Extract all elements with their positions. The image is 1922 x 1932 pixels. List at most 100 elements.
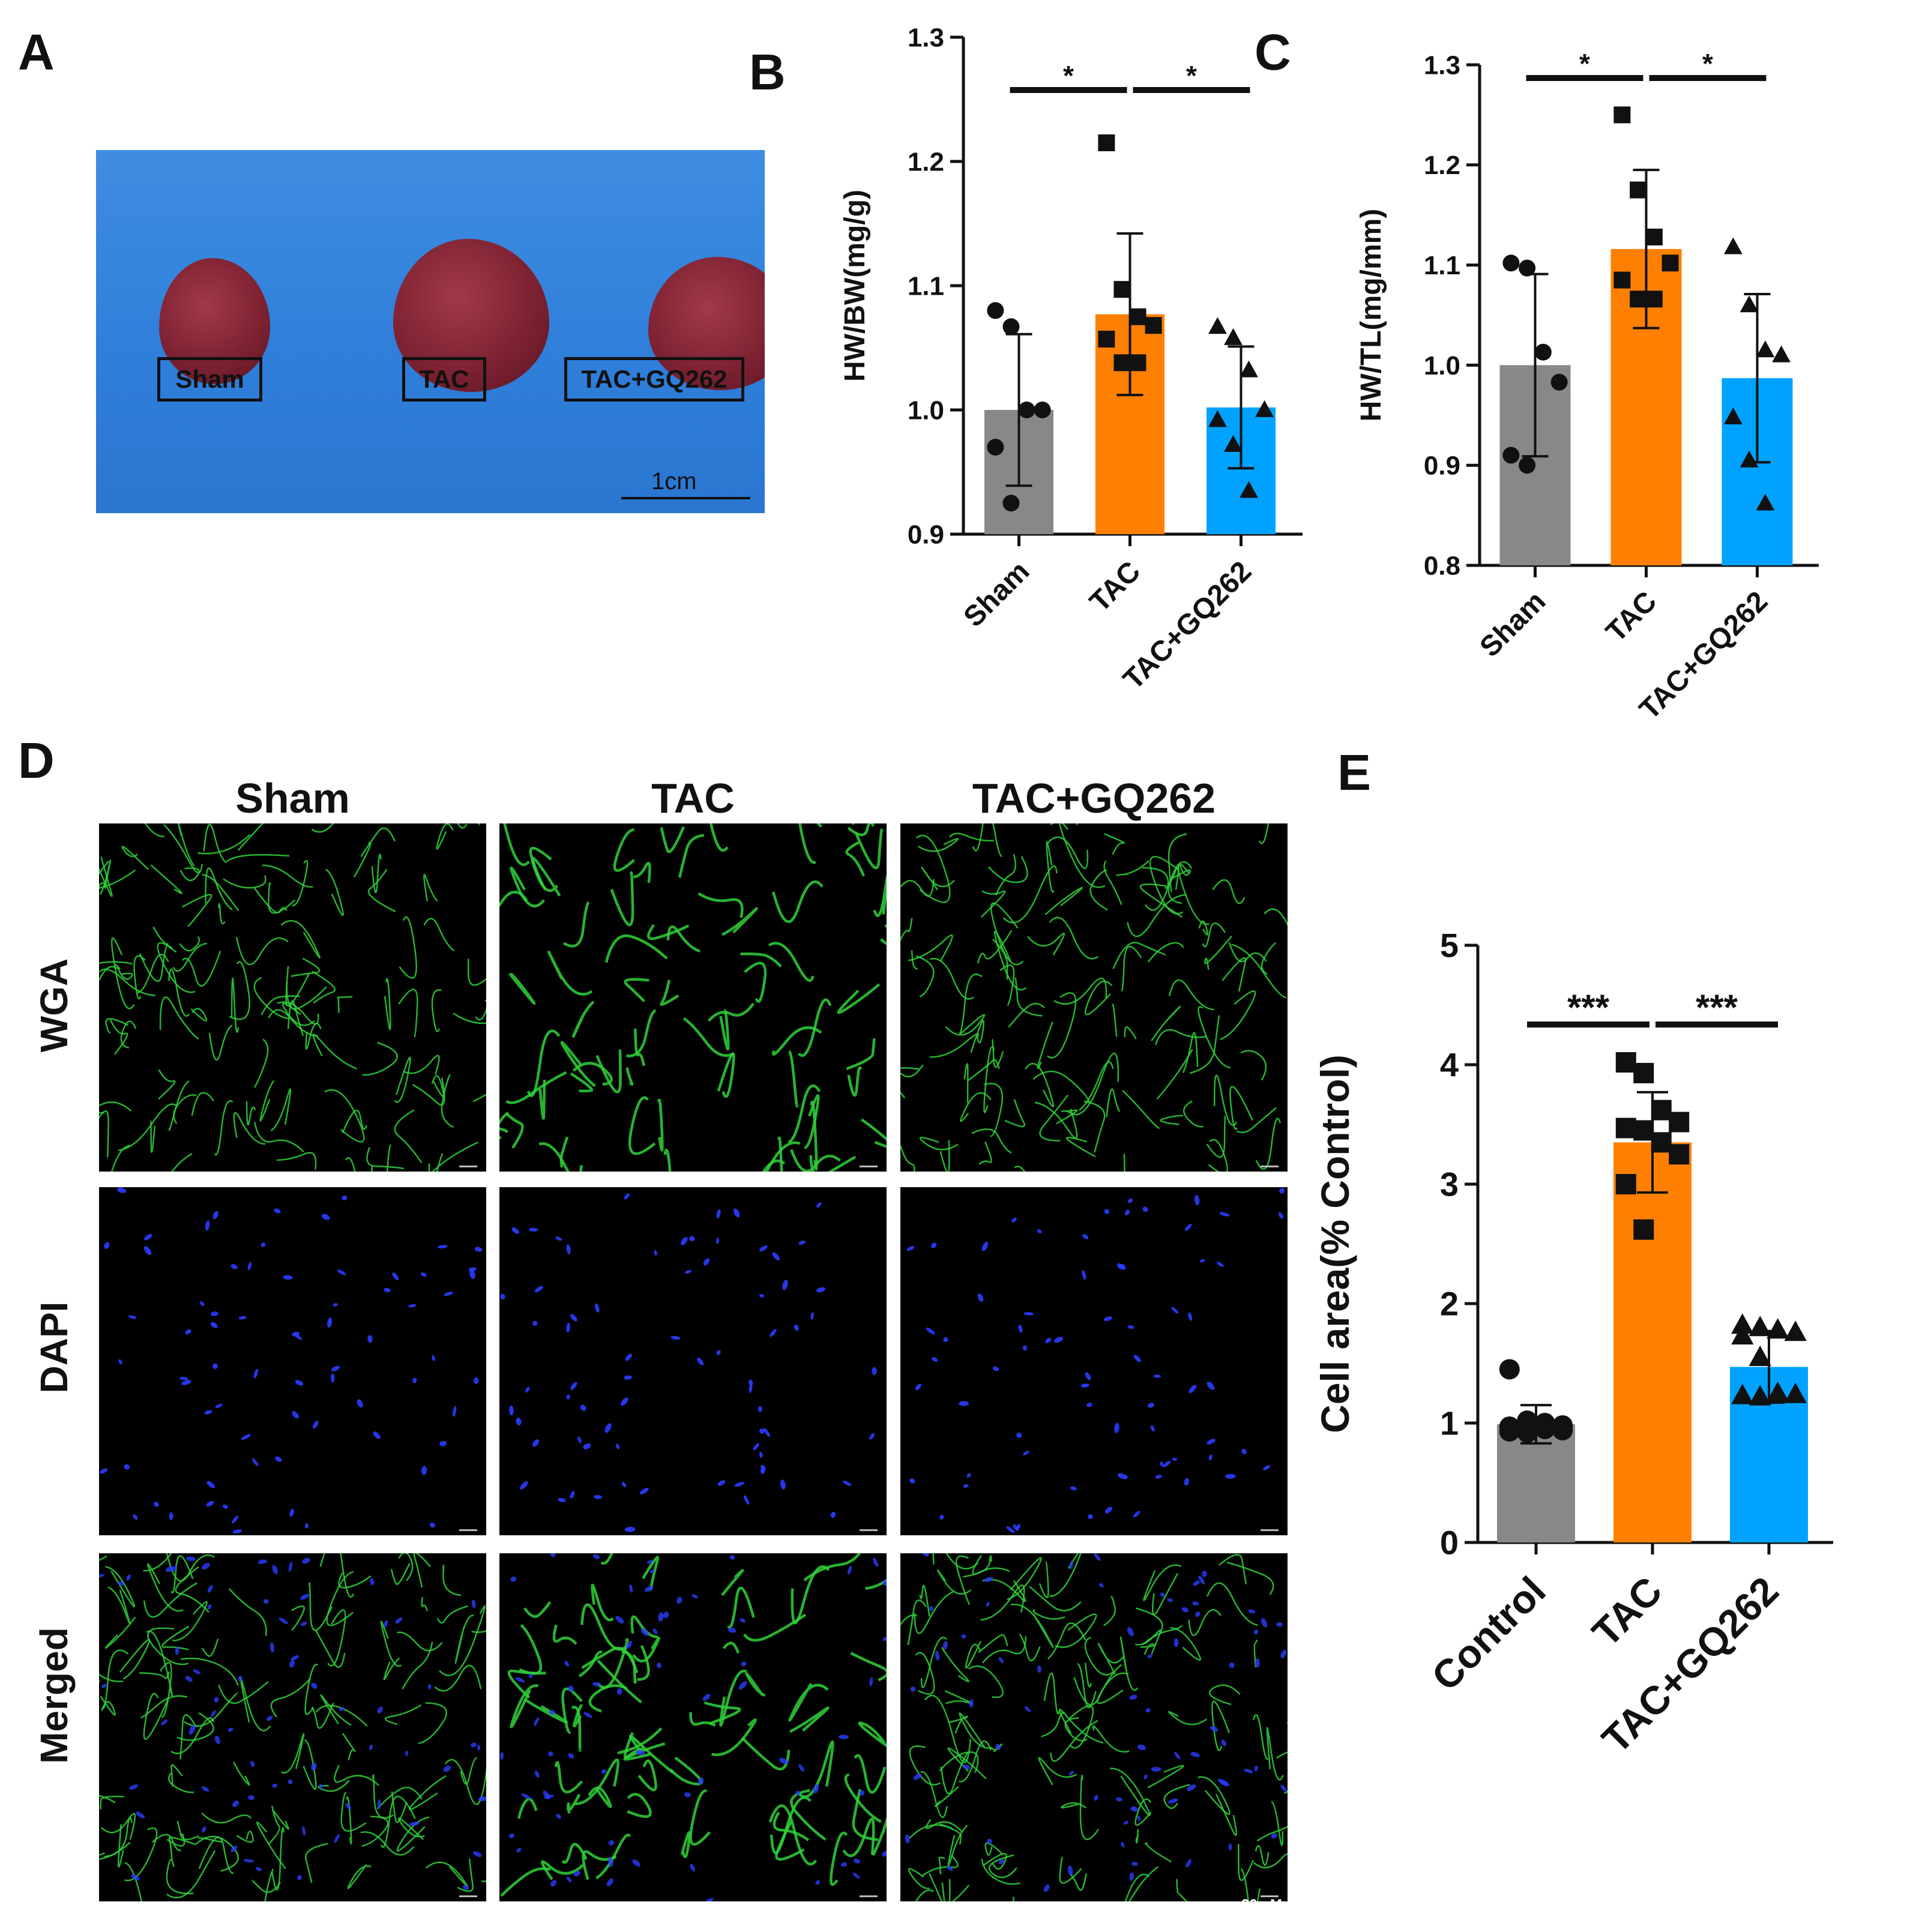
chart-b-point: [1240, 481, 1258, 498]
chart-e-point: [1651, 1100, 1672, 1121]
chart-b-point: [1002, 318, 1020, 336]
chart-b-point: [1098, 331, 1115, 348]
scale-bar-label: 1cm: [651, 468, 697, 495]
micro-scale-bar: [860, 1166, 878, 1167]
chart-e-point: [1615, 1052, 1636, 1073]
chart-b-point: [1240, 360, 1258, 378]
chart-e-point: [1731, 1324, 1754, 1345]
chart-c-point: [1613, 106, 1631, 124]
micro-scale-bar: [459, 1529, 477, 1531]
micro-scale-bar: [1261, 1529, 1279, 1531]
chart-b-ytick-label: 1.3: [908, 23, 944, 52]
chart-c-xtick-label: Sham: [1474, 585, 1552, 663]
chart-c-point: [1550, 373, 1568, 391]
chart-c-ytick-label: 0.9: [1424, 451, 1460, 481]
chart-e-point: [1749, 1385, 1771, 1406]
micro-col-sham: Sham: [235, 775, 350, 822]
chart-b-point: [1145, 317, 1162, 334]
chart-e-point: [1499, 1359, 1520, 1380]
chart-c-ytick-label: 1.1: [1424, 251, 1460, 280]
micro-row-dapi: DAPI: [32, 1301, 76, 1394]
micro-tile-r2-c2: [900, 1553, 1288, 1901]
chart-e-point: [1731, 1383, 1754, 1404]
chart-c-point: [1740, 450, 1759, 468]
micro-tile-r0-c0: [99, 823, 486, 1172]
chart-c-point: [1630, 290, 1647, 308]
chart-b-ytick-label: 1.2: [908, 147, 944, 176]
chart-e-significance-label: ***: [1696, 987, 1738, 1028]
chart-e-point: [1615, 1174, 1636, 1194]
chart-e-point: [1534, 1418, 1555, 1439]
micro-row-wga: WGA: [32, 958, 76, 1053]
panel-b-letter: B: [749, 44, 786, 100]
chart-b-ytick-label: 1.0: [908, 396, 944, 425]
chart-c-point: [1756, 340, 1775, 358]
panel-c-letter: C: [1255, 24, 1291, 80]
tac-sample-label: TAC: [402, 357, 486, 402]
chart-c-xtick-label: TAC: [1600, 585, 1663, 648]
chart-b-significance-label: *: [1063, 60, 1074, 91]
chart-e-xtick-label: TAC: [1583, 1568, 1670, 1655]
chart-e-ytick-label: 5: [1440, 927, 1459, 964]
chart-c-significance-label: *: [1702, 48, 1713, 79]
panel-a-letter: A: [18, 24, 55, 80]
chart-e-point: [1669, 1112, 1690, 1133]
chart-e-point: [1767, 1381, 1789, 1402]
chart-e-ytick-label: 4: [1440, 1046, 1459, 1084]
micro-tile-r2-c0: [99, 1553, 486, 1901]
micro-tile-r1-c0: [99, 1187, 486, 1535]
chart-b-point: [1224, 435, 1243, 452]
chart-c-point: [1645, 290, 1663, 308]
micro-scale-bar: [1261, 1895, 1279, 1897]
chart-e-point: [1633, 1219, 1654, 1240]
chart-c-point: [1661, 254, 1679, 272]
chart-c-point: [1630, 181, 1647, 199]
micro-scale-bar: [459, 1895, 477, 1897]
chart-b-point: [1018, 402, 1035, 418]
chart-e-point: [1749, 1316, 1771, 1337]
chart-e-ylabel: Cell area(% Control): [1313, 1055, 1357, 1433]
chart-c-point: [1723, 408, 1743, 425]
chart-e-ytick-label: 0: [1440, 1524, 1459, 1562]
chart-b-point: [1098, 134, 1115, 151]
chart-e-point: [1784, 1320, 1807, 1341]
scale-bar: [621, 497, 750, 499]
chart-c-point: [1645, 228, 1663, 245]
chart-b-point: [1208, 317, 1227, 334]
panel-e-letter: E: [1337, 744, 1372, 801]
micro-tile-r1-c1: [499, 1187, 887, 1535]
sham-sample-label: Sham: [157, 357, 262, 402]
chart-b-point: [987, 439, 1004, 456]
chart-c-ytick-label: 1.3: [1424, 50, 1460, 80]
chart-b-ytick-label: 0.9: [908, 520, 944, 549]
micro-col-gq262: TAC+GQ262: [972, 775, 1216, 822]
chart-b-significance-label: *: [1186, 60, 1197, 91]
chart-e-ytick-label: 2: [1440, 1285, 1459, 1323]
micro-scale-bar: [860, 1529, 878, 1531]
chart-c-significance-label: *: [1579, 48, 1590, 79]
chart-b-point: [987, 302, 1004, 319]
chart-c-ylabel: HW/TL(mg/mm): [1355, 209, 1387, 422]
chart-e-point: [1767, 1318, 1789, 1339]
chart-c-point: [1613, 271, 1631, 289]
micro-scale-label: 20 μM: [1241, 1897, 1283, 1913]
chart-b-point: [1224, 328, 1243, 345]
chart-c-point: [1740, 295, 1759, 313]
chart-b-point: [1113, 354, 1131, 372]
chart-e-point: [1669, 1144, 1690, 1165]
micro-scale-bar: [1261, 1166, 1279, 1167]
chart-b-ytick-label: 1.1: [908, 271, 944, 301]
chart-e-point: [1731, 1313, 1754, 1334]
chart-e-ytick-label: 1: [1440, 1404, 1459, 1442]
chart-b-ylabel: HW/BW(mg/g): [839, 190, 871, 382]
chart-c-point: [1502, 447, 1520, 464]
chart-e-significance-label: ***: [1567, 987, 1610, 1028]
chart-e-point: [1784, 1382, 1807, 1403]
chart-e-point: [1633, 1062, 1654, 1083]
chart-c-point: [1772, 345, 1791, 363]
chart-c-point: [1519, 457, 1536, 474]
chart-c-point: [1502, 254, 1520, 272]
tac-heart-image: [393, 239, 549, 392]
micro-tile-r0-c1: [499, 823, 887, 1172]
